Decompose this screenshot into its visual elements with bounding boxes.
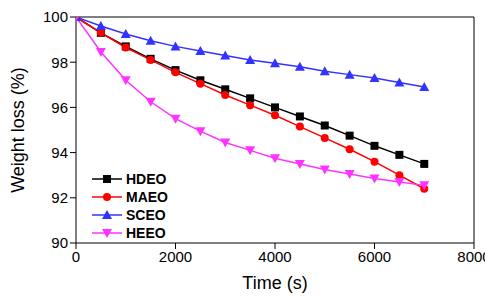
svg-text:2000: 2000: [159, 248, 192, 265]
svg-text:98: 98: [51, 54, 68, 71]
svg-text:90: 90: [51, 234, 68, 251]
svg-text:0: 0: [72, 248, 80, 265]
svg-text:4000: 4000: [258, 248, 291, 265]
svg-text:Time (s): Time (s): [242, 273, 307, 293]
html-text:HDEO: HDEO: [126, 170, 167, 187]
svg-text:96: 96: [51, 99, 68, 116]
html-text:HEEO: HEEO: [126, 224, 166, 241]
svg-text:94: 94: [51, 144, 68, 161]
html-text:MAEO: MAEO: [126, 188, 168, 205]
svg-text:8000: 8000: [457, 248, 485, 265]
svg-text:100: 100: [43, 8, 68, 25]
svg-text:6000: 6000: [358, 248, 391, 265]
svg-text:92: 92: [51, 189, 68, 206]
html-text:SCEO: SCEO: [126, 206, 166, 223]
svg-text:Weight loss (%): Weight loss (%): [8, 67, 28, 193]
